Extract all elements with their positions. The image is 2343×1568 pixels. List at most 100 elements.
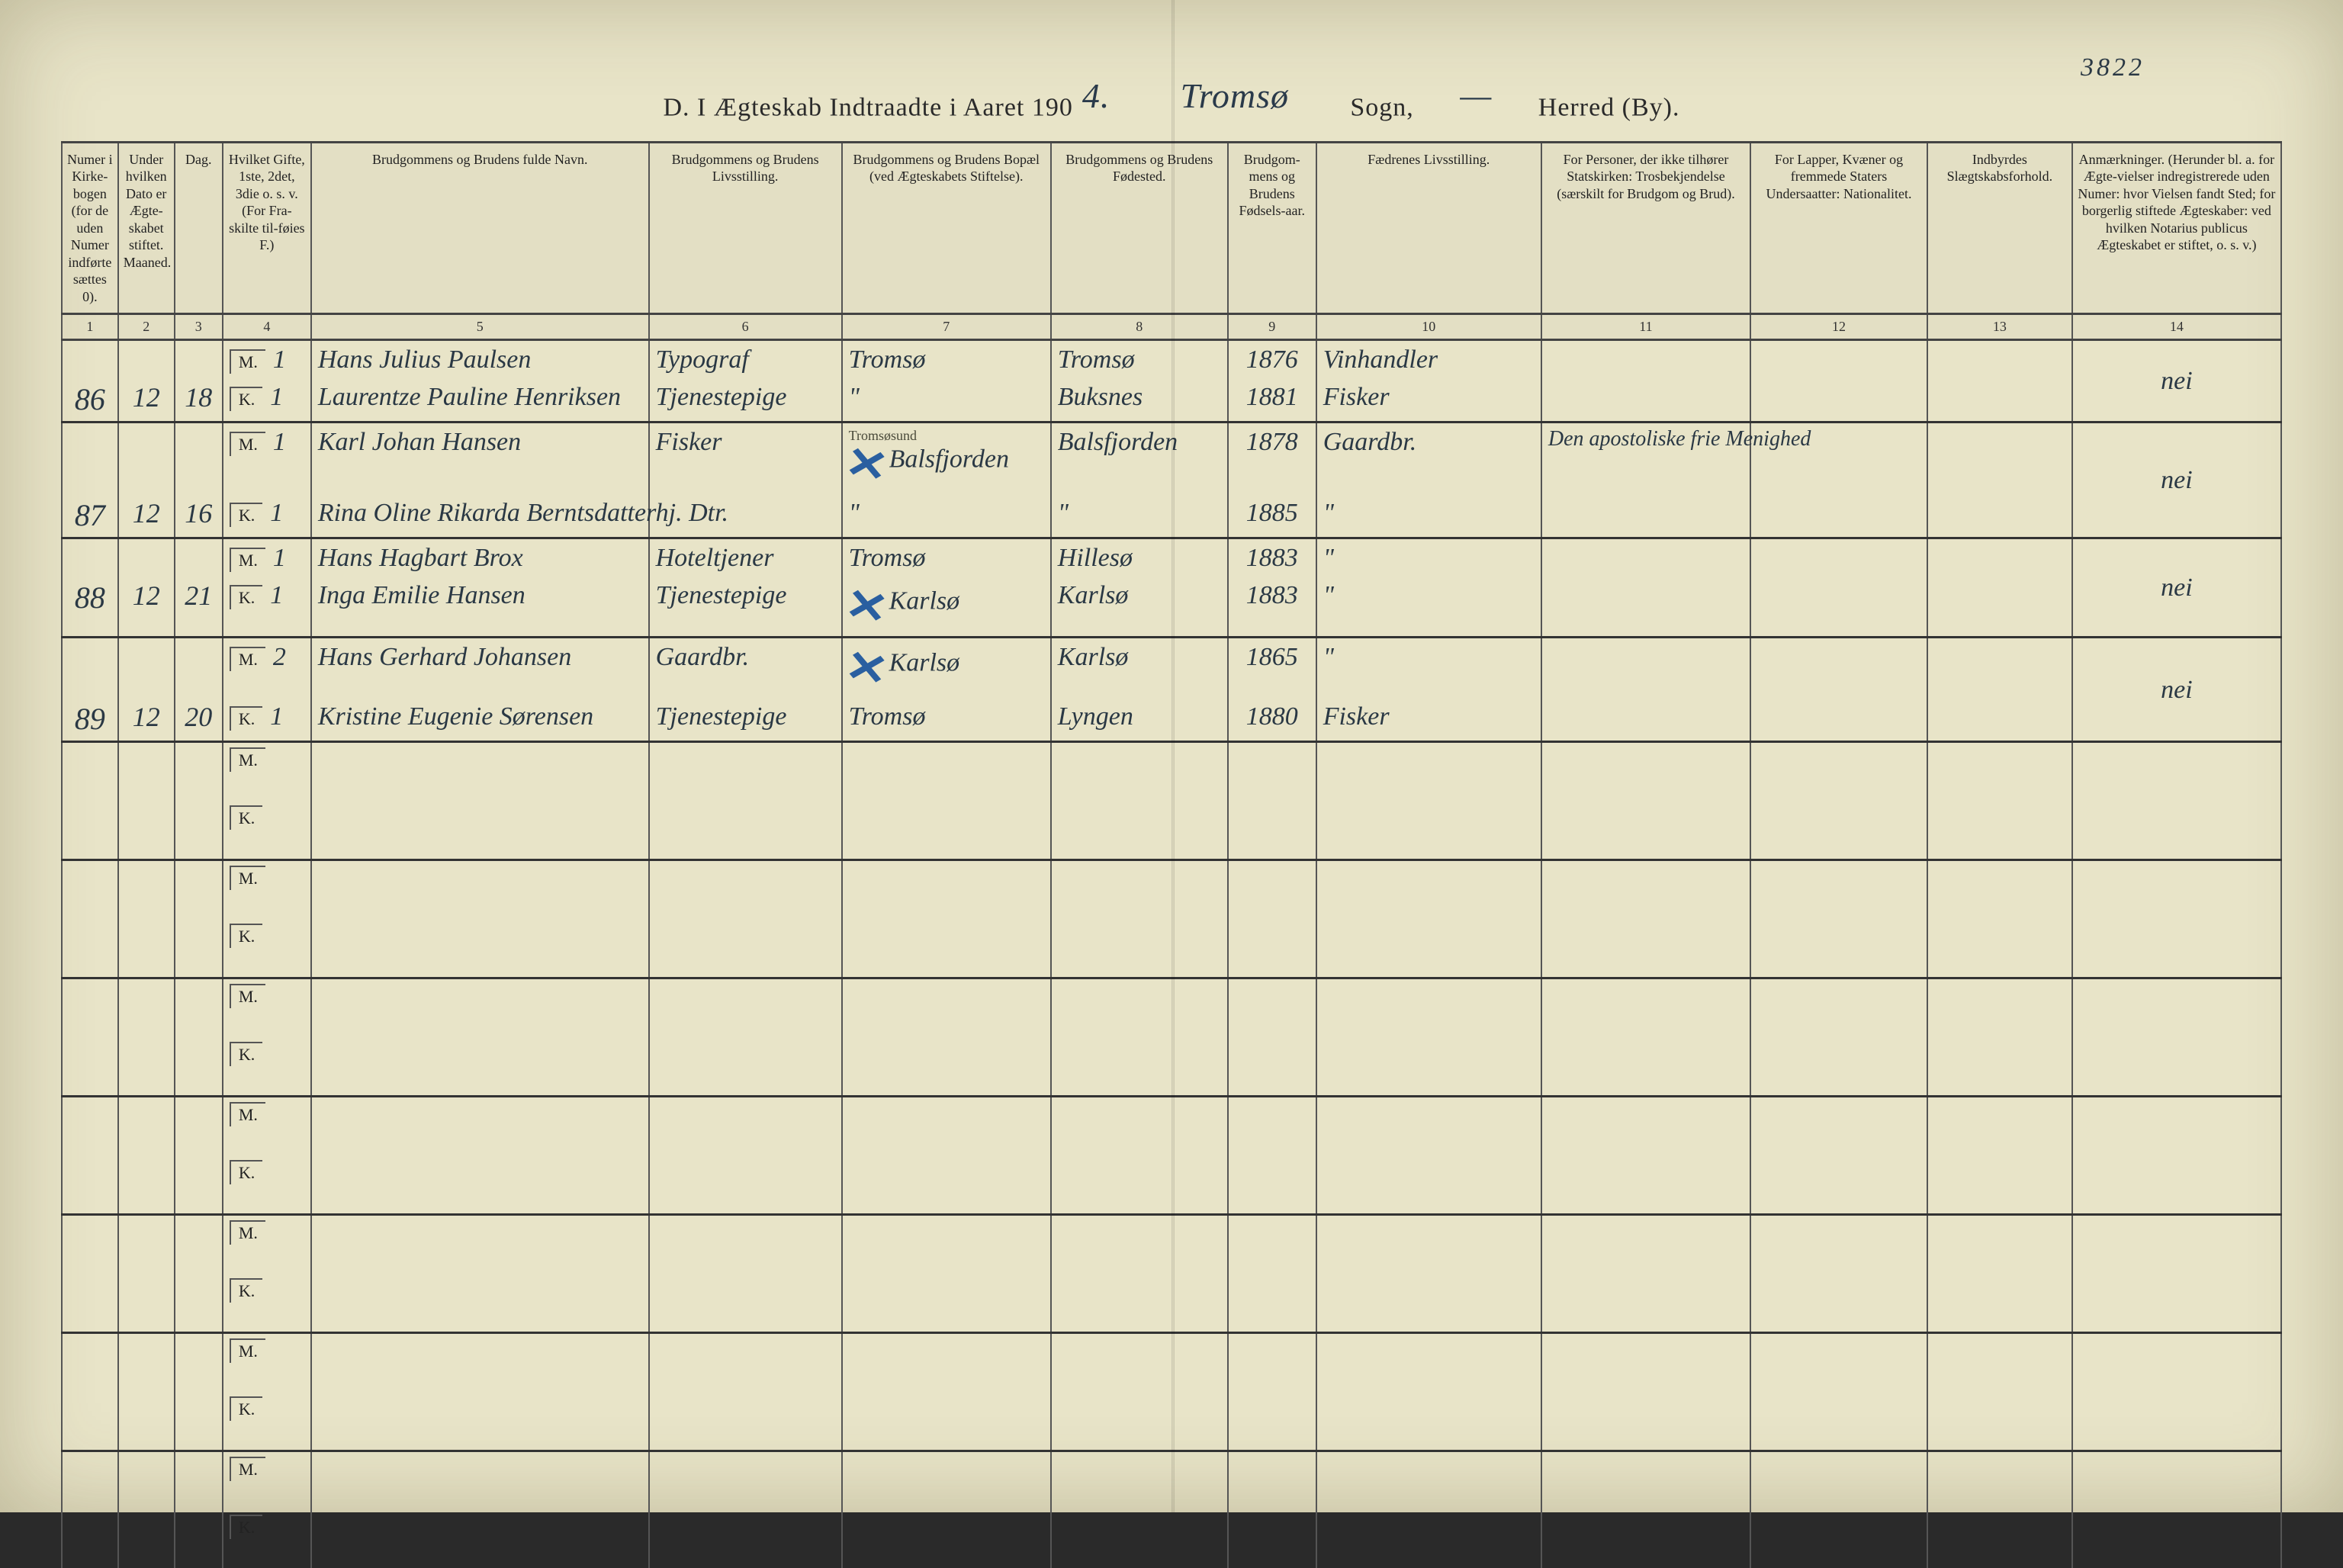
mk-cell: K. — [230, 805, 304, 830]
handwritten-value: 1883 — [1235, 544, 1310, 572]
record-row-bride: 871216K.1Rina Oline Rikarda Berntsdatter… — [62, 494, 2281, 538]
handwritten-value: Tromsø — [849, 702, 926, 731]
handwritten-value: Rina Oline Rikarda Berntsdatter — [318, 499, 657, 527]
handwritten-value: 12 — [125, 702, 168, 733]
title-year: 4. — [1073, 77, 1120, 116]
handwritten-value: 16 — [182, 499, 216, 529]
mk-cell: M. — [230, 1338, 304, 1363]
col-number: 11 — [1541, 314, 1750, 340]
col-header: For Personer, der ikke tilhører Statskir… — [1541, 142, 1750, 314]
gifte-number: 1 — [270, 499, 283, 527]
handwritten-value: 89 — [69, 702, 111, 736]
register-table: Numer i Kirke-bogen (for de uden Numer i… — [61, 141, 2282, 1568]
handwritten-value: Den apostoliske frie Menighed — [1548, 427, 1811, 451]
record-row-groom: M.1Hans Hagbart BroxHoteltjenerTromsøHil… — [62, 538, 2281, 577]
handwritten-value: Balsfjorden — [889, 445, 1009, 474]
handwritten-value: Karlsø — [1058, 581, 1129, 609]
gifte-number: 2 — [273, 643, 286, 671]
col-number: 3 — [175, 314, 223, 340]
col-number: 14 — [2072, 314, 2281, 340]
col-header: Fædrenes Livsstilling. — [1316, 142, 1541, 314]
blue-x-mark: ✕ — [841, 578, 892, 635]
mk-cell: K. — [230, 924, 304, 948]
handwritten-value: Gaardbr. — [1323, 428, 1417, 456]
gifte-number: 1 — [270, 702, 283, 731]
mk-cell: K.1 — [230, 581, 304, 609]
mk-cell: M. — [230, 984, 304, 1008]
handwritten-value: Fisker — [1323, 702, 1390, 731]
handwritten-value: 1881 — [1235, 383, 1310, 411]
mk-letter: M. — [230, 548, 265, 572]
mk-cell: K. 1 — [230, 499, 304, 527]
record-row-bride: 861218K.1Laurentze Pauline HenriksenTjen… — [62, 378, 2281, 423]
col-number: 1 — [62, 314, 118, 340]
handwritten-value: 18 — [182, 383, 216, 413]
mk-letter: K. — [230, 1278, 262, 1303]
register-page: 3822 D. I Ægteskab Indtraadte i Aaret 19… — [0, 0, 2343, 1512]
col-number: 2 — [118, 314, 175, 340]
title-sogn-label: Sogn, — [1350, 94, 1413, 122]
handwritten-value: Hoteltjener — [656, 544, 774, 572]
handwritten-value: 21 — [182, 581, 216, 612]
handwritten-value: Fisker — [656, 428, 722, 456]
col-number: 10 — [1316, 314, 1541, 340]
col-number: 7 — [842, 314, 1051, 340]
handwritten-value: Hans Julius Paulsen — [318, 345, 532, 374]
col-number: 5 — [311, 314, 649, 340]
mk-cell: M.1 — [230, 345, 304, 374]
handwritten-value: Vinhandler — [1323, 345, 1438, 374]
handwritten-value: 1865 — [1235, 643, 1310, 671]
mk-cell: K. — [230, 1042, 304, 1066]
mk-cell: K. — [230, 1396, 304, 1421]
handwritten-value: 1878 — [1235, 428, 1310, 456]
handwritten-value: Typograf — [656, 345, 749, 374]
mk-letter: K. — [230, 924, 262, 948]
handwritten-value: Buksnes — [1058, 383, 1143, 411]
blue-x-mark: ✕ — [841, 436, 892, 493]
empty-row: M. — [62, 1451, 2281, 1511]
handwritten-value: Tromsø — [849, 345, 926, 374]
mk-cell: K. — [230, 1515, 304, 1539]
col-header: Brudgommens og Brudens fulde Navn. — [311, 142, 649, 314]
page-number-top: 3822 — [2081, 53, 2145, 82]
handwritten-value: Tjenestepige — [656, 702, 787, 731]
handwritten-value: " — [1323, 581, 1334, 609]
handwritten-value: 12 — [125, 383, 168, 413]
mk-letter: K. — [230, 503, 262, 527]
title-prefix: D. I Ægteskab Indtraadte i Aaret 190 — [664, 94, 1073, 122]
handwritten-value: Hans Gerhard Johansen — [318, 643, 571, 671]
mk-cell: M. — [230, 1102, 304, 1126]
col-header: Numer i Kirke-bogen (for de uden Numer i… — [62, 142, 118, 314]
mk-letter: K. — [230, 585, 262, 609]
mk-letter: M. — [230, 349, 265, 374]
mk-letter: K. — [230, 387, 262, 411]
page-title: D. I Ægteskab Indtraadte i Aaret 1904. T… — [61, 76, 2282, 123]
handwritten-value: Fisker — [1323, 383, 1390, 411]
col-number: 13 — [1927, 314, 2072, 340]
handwritten-value: Karlsø — [889, 649, 960, 677]
mk-letter: K. — [230, 1042, 262, 1066]
handwritten-value: 1876 — [1235, 345, 1310, 374]
mk-letter: M. — [230, 1102, 265, 1126]
col-header: Brudgom-mens og Brudens Fødsels-aar. — [1228, 142, 1316, 314]
mk-letter: M. — [230, 984, 265, 1008]
col-header: Brudgommens og Brudens Bopæl (ved Ægtesk… — [842, 142, 1051, 314]
mk-cell: M. — [230, 1457, 304, 1481]
empty-row: K. — [62, 1392, 2281, 1451]
mk-cell: M. 1 — [230, 544, 304, 572]
col-header: Dag. — [175, 142, 223, 314]
gifte-number: 1 — [273, 544, 286, 572]
handwritten-value: 1883 — [1235, 581, 1310, 609]
mk-letter: M. — [230, 647, 265, 671]
gifte-number: 1 — [273, 428, 286, 456]
handwritten-value: " — [849, 499, 860, 527]
handwritten-value: Tjenestepige — [656, 581, 787, 609]
record-row-bride: 881221K.1Inga Emilie HansenTjenestepige✕… — [62, 577, 2281, 638]
handwritten-value: Lyngen — [1058, 702, 1133, 731]
mk-cell: M.1 — [230, 428, 304, 456]
table-header: Numer i Kirke-bogen (for de uden Numer i… — [62, 142, 2281, 339]
col-header: Indbyrdes Slægtskabsforhold. — [1927, 142, 2072, 314]
mk-cell: K.1 — [230, 383, 304, 411]
handwritten-value: Tromsø — [849, 544, 926, 572]
handwritten-value: " — [1323, 544, 1334, 572]
